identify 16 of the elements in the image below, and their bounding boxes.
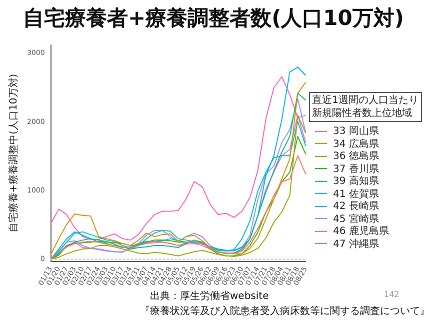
text: 『療養状況等及び入院患者受入病床数等に関する調査について』: [140, 304, 427, 318]
y-axis-title: 自宅療養+療養調整中(人口10万対): [8, 74, 20, 233]
legend-label: 42 長崎県: [333, 200, 379, 214]
legend-label: 46 鹿児島県: [333, 224, 389, 238]
legend-label: 33 岡山県: [333, 124, 379, 138]
source-note: 出典：厚生労働省website: [150, 290, 269, 303]
legend-title: 直近1週間の人口当たり新規陽性者数上位地域: [309, 92, 422, 122]
legend-label: 37 香川県: [333, 162, 379, 176]
text: 142: [384, 290, 400, 299]
legend-label: 36 徳島県: [333, 150, 379, 164]
chart-title: 自宅療養者+療養調整者数(人口10万対): [22, 5, 405, 32]
legend-label: 47 沖縄県: [333, 238, 379, 251]
legend-label: 41 佐賀県: [333, 188, 379, 200]
legend-label: 34 広島県: [333, 138, 379, 150]
legend-label: 45 宮崎県: [333, 212, 379, 226]
legend-label: 39 高知県: [333, 174, 379, 188]
